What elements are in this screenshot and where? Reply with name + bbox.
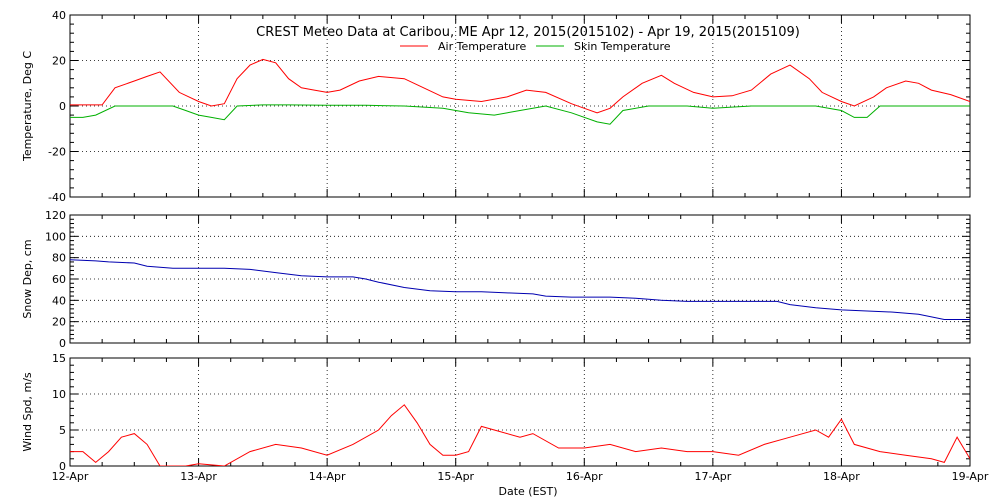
- chart-title: CREST Meteo Data at Caribou, ME Apr 12, …: [256, 25, 800, 40]
- y-tick-label: 80: [52, 252, 66, 265]
- x-tick-label: 17-Apr: [694, 470, 731, 483]
- x-tick-label: 12-Apr: [52, 470, 89, 483]
- y-tick-label: 5: [59, 424, 66, 437]
- x-axis-label: Date (EST): [498, 485, 557, 498]
- series-line-air-temperature: [70, 58, 970, 114]
- y-tick-label: 40: [52, 294, 66, 307]
- y-tick-label: 0: [59, 460, 66, 473]
- panel-3: 0 5 10 15 12-Apr 13-Apr 14-Apr 15-Apr 16-Apr 17-A…: [21, 352, 989, 483]
- series-line-skin-temperature: [70, 104, 970, 125]
- y-tick-label: 0: [59, 100, 66, 113]
- legend-label: Air Temperature: [438, 40, 527, 53]
- panel-2: 0 20 40 60 80 100 120 Snow Dep, cm: [21, 209, 971, 350]
- y-axis-label: Snow Dep, cm: [21, 239, 34, 318]
- legend: Air Temperature Skin Temperature: [400, 40, 671, 53]
- legend-label: Skin Temperature: [574, 40, 671, 53]
- y-tick-label: -20: [48, 146, 66, 159]
- y-tick-label: 120: [45, 209, 66, 222]
- legend-item: Air Temperature: [400, 40, 527, 53]
- y-axis-label: Temperature, Deg C: [21, 51, 34, 162]
- y-tick-label: 40: [52, 9, 66, 22]
- panel-1: -40 -20 0 20 40 Temperature, Deg C: [21, 9, 971, 204]
- legend-item: Skin Temperature: [536, 40, 671, 53]
- y-tick-label: 100: [45, 230, 66, 243]
- y-tick-label: 20: [52, 55, 66, 68]
- x-tick-label: 13-Apr: [180, 470, 217, 483]
- x-tick-label: 18-Apr: [823, 470, 860, 483]
- x-tick-label: 19-Apr: [952, 470, 989, 483]
- x-tick-label: 15-Apr: [437, 470, 474, 483]
- x-tick-label: 16-Apr: [566, 470, 603, 483]
- y-tick-label: 60: [52, 273, 66, 286]
- y-tick-label: 0: [59, 337, 66, 350]
- series-line-panel3: [70, 404, 970, 466]
- y-tick-label: 10: [52, 388, 66, 401]
- plot-frame: [69, 357, 971, 467]
- y-tick-label: 20: [52, 316, 66, 329]
- y-tick-label: 15: [52, 352, 66, 365]
- series-line-panel2: [70, 259, 970, 320]
- y-tick-label: -40: [48, 191, 66, 204]
- x-tick-label: 14-Apr: [309, 470, 346, 483]
- y-axis-label: Wind Spd, m/s: [21, 372, 34, 452]
